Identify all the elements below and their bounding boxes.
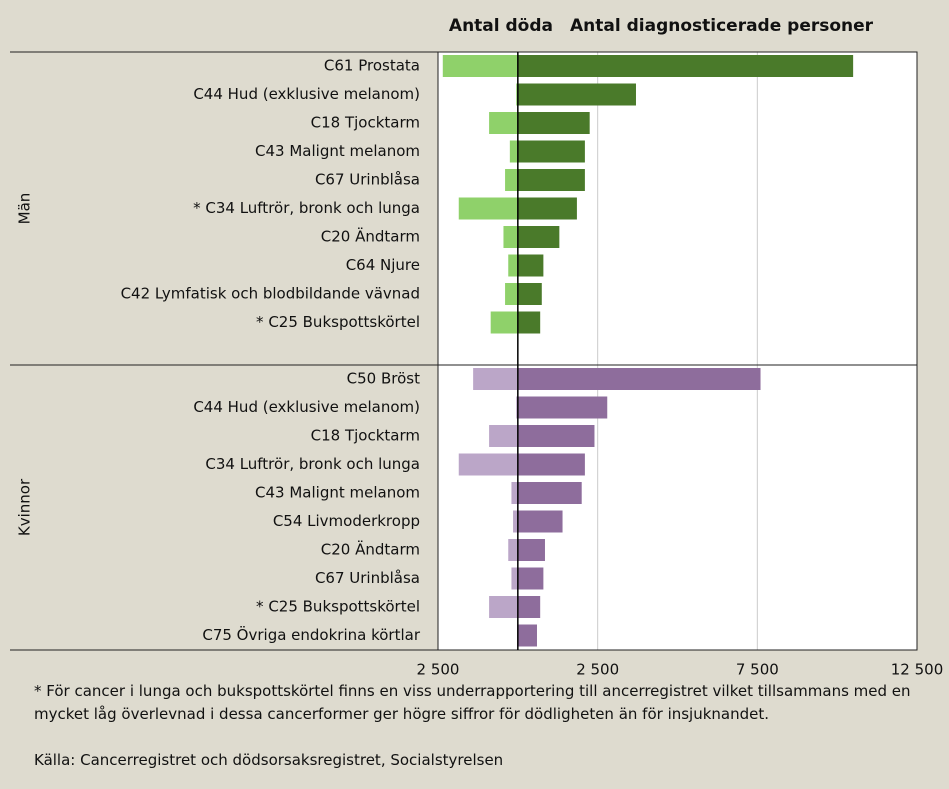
bar xyxy=(517,197,577,220)
category-label: C20 Ändtarm xyxy=(321,227,420,246)
category-label: C44 Hud (exklusive melanom) xyxy=(193,398,420,416)
bar xyxy=(489,596,518,618)
bar xyxy=(517,596,541,618)
bar xyxy=(458,453,518,476)
bar xyxy=(517,283,542,305)
category-label: C44 Hud (exklusive melanom) xyxy=(193,85,420,103)
footnote: * För cancer i lunga och bukspottskörtel… xyxy=(34,682,911,723)
category-label: C43 Malignt melanom xyxy=(255,142,420,160)
bar xyxy=(489,425,518,447)
bar xyxy=(517,112,590,134)
bar xyxy=(516,83,518,106)
bar xyxy=(503,226,518,248)
category-label: C34 Luftrör, bronk och lunga xyxy=(205,455,420,473)
x-tick-label: 2 500 xyxy=(417,661,460,679)
bar xyxy=(505,283,518,305)
category-label: * C25 Bukspottskörtel xyxy=(256,598,420,616)
category-label: C43 Malignt melanom xyxy=(255,484,420,502)
bar xyxy=(517,396,608,419)
group-label: Män xyxy=(16,193,34,225)
bar xyxy=(490,311,518,334)
bar xyxy=(517,482,582,504)
category-label: * C25 Bukspottskörtel xyxy=(256,313,420,331)
category-label: C18 Tjocktarm xyxy=(311,427,420,445)
group-label: Kvinnor xyxy=(16,478,34,536)
source: Källa: Cancerregistret och dödsorsaksreg… xyxy=(34,751,504,769)
series-header: Antal döda xyxy=(449,16,553,36)
x-tick-label: 12 500 xyxy=(891,661,944,679)
chart: Antal döda Antal diagnosticerade persone… xyxy=(10,16,944,679)
bar xyxy=(517,539,545,561)
category-label: C54 Livmoderkropp xyxy=(273,512,420,530)
bar xyxy=(458,197,518,220)
bar xyxy=(517,368,761,390)
bar xyxy=(517,254,544,277)
bar xyxy=(517,425,595,447)
bar xyxy=(516,396,518,419)
category-label: C18 Tjocktarm xyxy=(311,114,420,132)
category-label: C20 Ändtarm xyxy=(321,540,420,559)
category-label: C61 Prostata xyxy=(324,57,420,75)
plot-border xyxy=(437,51,918,651)
bar xyxy=(517,226,560,248)
bar xyxy=(517,83,636,106)
bar xyxy=(508,254,518,277)
bar xyxy=(442,55,518,77)
bar xyxy=(517,311,541,334)
bar xyxy=(517,453,585,476)
bar xyxy=(509,140,518,163)
bar xyxy=(517,510,563,533)
bar xyxy=(517,140,585,163)
bar xyxy=(511,567,518,590)
category-label: C42 Lymfatisk och blodbildande vävnad xyxy=(121,285,420,303)
x-tick-label: 2 500 xyxy=(576,661,619,679)
bar xyxy=(505,169,518,191)
bar xyxy=(517,55,854,77)
bar xyxy=(513,510,518,533)
bar xyxy=(473,368,518,390)
category-label: C64 Njure xyxy=(346,256,420,274)
bar xyxy=(508,539,518,561)
category-label: C75 Övriga endokrina körtlar xyxy=(202,625,420,644)
notes: * För cancer i lunga och bukspottskörtel… xyxy=(34,680,934,772)
bar xyxy=(511,482,518,504)
x-tick-label: 7 500 xyxy=(736,661,779,679)
series-header: Antal diagnosticerade personer xyxy=(570,16,874,36)
category-label: C67 Urinblåsa xyxy=(315,569,420,587)
bar xyxy=(489,112,518,134)
bar xyxy=(517,567,544,590)
category-label: * C34 Luftrör, bronk och lunga xyxy=(193,199,420,217)
bar xyxy=(517,169,585,191)
category-label: C67 Urinblåsa xyxy=(315,171,420,189)
category-label: C50 Bröst xyxy=(347,370,420,388)
bar xyxy=(517,624,537,647)
